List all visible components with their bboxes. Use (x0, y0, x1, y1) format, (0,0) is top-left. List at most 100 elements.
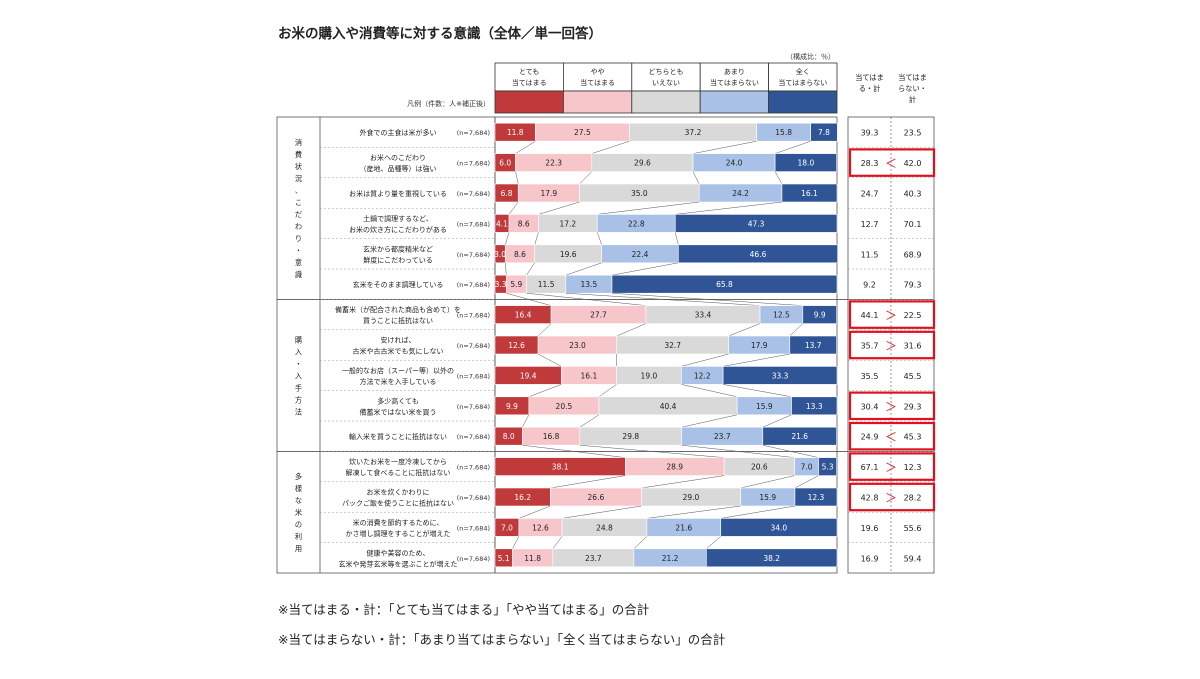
bar-connector-line (505, 263, 506, 275)
disagree-total-value: 70.1 (904, 220, 922, 229)
bar-value-label: 65.8 (716, 280, 733, 289)
bar-connector-line (681, 384, 737, 396)
bar-connector-line (553, 536, 562, 548)
row-sample-size: (n=7,684) (457, 312, 490, 320)
group-label-char: 様 (295, 484, 302, 493)
row-label: パックご飯を使うことに抵抗はない (342, 499, 454, 508)
bar-value-label: 5.9 (510, 280, 522, 289)
disagree-total-value: 23.5 (904, 129, 922, 138)
row-label: お米へのこだわり (370, 153, 426, 162)
row-sample-size: (n=7,684) (457, 372, 490, 380)
bar-value-label: 21.2 (662, 554, 679, 563)
bar-value-label: 6.8 (501, 189, 513, 198)
group-label-char: 購 (295, 335, 302, 344)
bar-value-label: 9.9 (814, 311, 826, 320)
agree-total-value: 11.5 (861, 250, 879, 259)
disagree-total-value: 28.2 (904, 494, 922, 503)
row-label: 解凍して食べることに抵抗はない (346, 468, 451, 477)
row-sample-size: (n=7,684) (457, 190, 490, 198)
bar-value-label: 33.3 (772, 371, 789, 380)
group-label-char: 、 (295, 186, 302, 195)
bar-value-label: 12.6 (532, 523, 549, 532)
bar-value-label: 17.9 (541, 189, 558, 198)
bar-connector-line (550, 476, 625, 488)
disagree-total-value: 79.3 (904, 281, 922, 290)
legend-swatch (563, 91, 631, 113)
bar-connector-line (529, 384, 561, 396)
bar-connector-line (579, 172, 591, 184)
group-label-char: 入 (295, 371, 302, 380)
comparison-mark: ＜ (885, 430, 897, 444)
bar-value-label: 13.5 (581, 280, 598, 289)
bar-value-label: 29.8 (622, 432, 639, 441)
bar-connector-line (681, 354, 728, 366)
bar-value-label: 7.8 (818, 128, 830, 137)
bar-value-label: 22.4 (632, 250, 649, 259)
bar-value-label: 28.9 (666, 463, 683, 472)
bar-value-label: 34.0 (771, 523, 788, 532)
legend-label: 当てはまる (512, 78, 547, 87)
bar-value-label: 24.2 (732, 189, 749, 198)
bar-value-label: 12.6 (508, 341, 525, 350)
row-sample-size: (n=7,684) (457, 281, 490, 289)
bar-connector-line (562, 506, 641, 518)
footnote-disagree-total: ※当てはまらない・計：「あまり当てはまらない」「全く当てはまらない」の合計 (278, 629, 725, 648)
comparison-mark: ＞ (885, 339, 897, 353)
summary-header: る・計 (859, 84, 881, 93)
bar-connector-line (505, 232, 509, 244)
disagree-total-value: 31.6 (904, 342, 922, 351)
bar-value-label: 23.7 (585, 554, 602, 563)
bar-value-label: 16.8 (543, 432, 560, 441)
bar-value-label: 12.3 (808, 493, 825, 502)
agree-total-value: 44.1 (861, 311, 879, 320)
bar-value-label: 23.0 (569, 341, 586, 350)
bar-connector-line (516, 141, 536, 153)
agree-total-value: 19.6 (861, 524, 879, 533)
disagree-total-value: 22.5 (904, 311, 922, 320)
comparison-mark: ＞ (885, 400, 897, 414)
bar-value-label: 24.8 (596, 523, 613, 532)
bar-value-label: 11.8 (507, 128, 524, 137)
bar-connector-line (763, 415, 792, 427)
bar-value-label: 20.5 (556, 402, 573, 411)
bar-connector-line (538, 202, 579, 214)
group-label-char: 状 (295, 162, 302, 171)
bar-value-label: 16.4 (515, 311, 532, 320)
agree-total-value: 24.7 (861, 190, 879, 199)
group-label-char: 米 (295, 508, 302, 517)
bar-value-label: 11.8 (524, 554, 541, 563)
bar-value-label: 13.7 (805, 341, 822, 350)
bar-value-label: 33.4 (695, 311, 712, 320)
row-label: かさ増し調理をすることが増えた (346, 529, 451, 538)
row-sample-size: (n=7,684) (457, 220, 490, 228)
disagree-total-value: 29.3 (904, 402, 922, 411)
bar-value-label: 24.0 (726, 159, 743, 168)
row-sample-size: (n=7,684) (457, 524, 490, 532)
comparison-mark: ＞ (885, 309, 897, 323)
row-sample-size: (n=7,684) (457, 494, 490, 502)
row-sample-size: (n=7,684) (457, 403, 490, 411)
row-sample-size: (n=7,684) (457, 433, 490, 441)
bar-connector-line (729, 324, 760, 336)
agree-total-value: 39.3 (861, 129, 879, 138)
bar-value-label: 16.1 (801, 189, 818, 198)
row-label: 備蓄米ではない米を買う (360, 407, 437, 416)
bar-connector-line (693, 172, 699, 184)
agree-total-value: 42.8 (861, 494, 879, 503)
group-label-char: ・ (295, 359, 302, 368)
bar-value-label: 4.1 (496, 219, 508, 228)
bar-value-label: 23.7 (714, 432, 731, 441)
row-label: 買うことに抵抗はない (363, 316, 433, 325)
group-label-char: わ (295, 222, 302, 231)
legend-label: 当てはまる (580, 78, 615, 87)
legend-swatch (700, 91, 768, 113)
disagree-total-value: 45.3 (904, 433, 922, 442)
disagree-total-value: 12.3 (904, 463, 922, 472)
bar-value-label: 29.0 (683, 493, 700, 502)
group-label-char: り (295, 234, 302, 243)
disagree-total-value: 45.5 (904, 372, 922, 381)
group-label-char: 法 (295, 407, 302, 416)
legend-label: 当てはまらない (710, 78, 759, 87)
unit-note: （構成比：％） (786, 52, 835, 61)
group-label-char: 識 (295, 270, 302, 279)
